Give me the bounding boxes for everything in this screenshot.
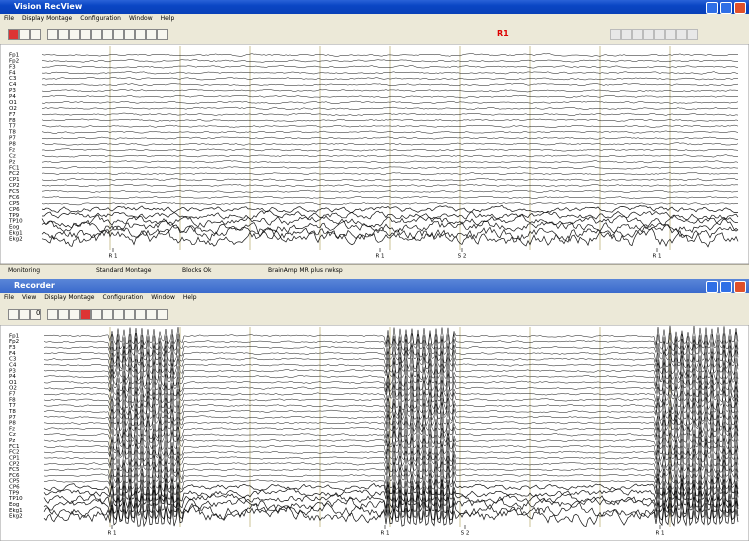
menu-item[interactable]: Window bbox=[151, 294, 175, 301]
toolbar-button[interactable] bbox=[102, 29, 113, 40]
toolbar-button[interactable] bbox=[80, 309, 91, 320]
toolbar: 0 bbox=[0, 303, 749, 326]
channel-label: Ekg2 bbox=[9, 514, 23, 520]
menu-item[interactable]: View bbox=[22, 294, 36, 301]
toolbar-button[interactable] bbox=[135, 29, 146, 40]
menu-item[interactable]: Help bbox=[161, 15, 175, 22]
menu-bar: File Display Montage Configuration Window He… bbox=[0, 14, 749, 24]
window-buttons bbox=[706, 281, 746, 293]
toolbar-button[interactable] bbox=[47, 29, 58, 40]
toolbar-button[interactable] bbox=[687, 29, 698, 40]
toolbar-button[interactable] bbox=[30, 29, 41, 40]
toolbar-button[interactable] bbox=[91, 309, 102, 320]
window-title: Recorder bbox=[14, 281, 55, 290]
toolbar-button[interactable] bbox=[146, 309, 157, 320]
toolbar-button[interactable] bbox=[157, 29, 168, 40]
event-marker: R 1 bbox=[655, 531, 664, 537]
menu-item[interactable]: File bbox=[4, 294, 14, 301]
event-marker: R 1 bbox=[652, 254, 661, 260]
toolbar-button[interactable] bbox=[8, 29, 19, 40]
toolbar-button[interactable] bbox=[19, 29, 30, 40]
toolbar: R1 bbox=[0, 24, 749, 45]
toolbar-button[interactable] bbox=[124, 309, 135, 320]
menu-item[interactable]: File bbox=[4, 15, 14, 22]
menu-item[interactable]: Window bbox=[129, 15, 153, 22]
status-field: Standard Montage bbox=[96, 265, 151, 277]
menu-item[interactable]: Display Montage bbox=[22, 15, 72, 22]
status-field: Blocks Ok bbox=[182, 265, 211, 277]
event-marker: R 1 bbox=[375, 254, 384, 260]
toolbar-button[interactable] bbox=[80, 29, 91, 40]
event-marker: S 2 bbox=[458, 254, 467, 260]
window-max-button[interactable] bbox=[720, 281, 732, 293]
toolbar-button[interactable] bbox=[665, 29, 676, 40]
toolbar-button[interactable] bbox=[124, 29, 135, 40]
toolbar-button[interactable] bbox=[654, 29, 665, 40]
window-min-button[interactable] bbox=[706, 2, 718, 14]
screen: Vision RecViewFileDisplay MontageConfigu… bbox=[0, 0, 749, 541]
eeg-plot: Fp1Fp2F3F4C3C4P3P4O1O2F7F8T7T8P7P8FzCzPz… bbox=[0, 44, 749, 264]
window-buttons bbox=[706, 2, 746, 14]
event-marker: R 1 bbox=[107, 531, 116, 537]
toolbar-button[interactable] bbox=[676, 29, 687, 40]
eeg-plot: Fp1Fp2F3F4C3C4P3P4O1O2F7F8T7T8P7P8FzCzPz… bbox=[0, 325, 749, 541]
title-bar: Vision RecView bbox=[0, 0, 749, 14]
toolbar-button[interactable] bbox=[8, 309, 19, 320]
event-marker: S 2 bbox=[461, 531, 470, 537]
menu-item[interactable]: Display Montage bbox=[44, 294, 94, 301]
title-bar: Recorder bbox=[0, 279, 749, 293]
toolbar-button[interactable] bbox=[610, 29, 621, 40]
window-x-button[interactable] bbox=[734, 281, 746, 293]
toolbar-button[interactable] bbox=[91, 29, 102, 40]
recorder-window: RecorderFile View Display Montage Configura… bbox=[0, 279, 749, 541]
toolbar-button[interactable] bbox=[58, 29, 69, 40]
toolbar-button[interactable] bbox=[19, 309, 30, 320]
channel-label: Ekg2 bbox=[9, 237, 23, 243]
toolbar-button[interactable] bbox=[102, 309, 113, 320]
toolbar-button[interactable] bbox=[632, 29, 643, 40]
status-field: Monitoring bbox=[8, 265, 40, 277]
toolbar-button[interactable] bbox=[621, 29, 632, 40]
toolbar-button[interactable] bbox=[113, 309, 124, 320]
window-min-button[interactable] bbox=[706, 281, 718, 293]
menu-item[interactable]: Configuration bbox=[80, 15, 121, 22]
status-bar: Monitoring Standard Montage Blocks Ok Brain… bbox=[0, 264, 749, 279]
event-marker: R 1 bbox=[108, 254, 117, 260]
menu-item[interactable]: Configuration bbox=[103, 294, 144, 301]
toolbar-counter: 0 bbox=[36, 309, 40, 317]
toolbar-button[interactable] bbox=[58, 309, 69, 320]
marker-label: R1 bbox=[497, 29, 509, 38]
recview-window: Vision RecViewFile Display Montage Configu… bbox=[0, 0, 749, 278]
window-x-button[interactable] bbox=[734, 2, 746, 14]
window-title: Vision RecView bbox=[14, 2, 82, 11]
toolbar-button[interactable] bbox=[47, 309, 58, 320]
toolbar-button[interactable] bbox=[643, 29, 654, 40]
toolbar-button[interactable] bbox=[69, 309, 80, 320]
toolbar-button[interactable] bbox=[146, 29, 157, 40]
toolbar-button[interactable] bbox=[157, 309, 168, 320]
menu-bar: File View Display Montage Configuration Wind… bbox=[0, 293, 749, 303]
status-field: BrainAmp MR plus rwksp bbox=[268, 265, 343, 277]
toolbar-button[interactable] bbox=[113, 29, 124, 40]
toolbar-button[interactable] bbox=[135, 309, 146, 320]
event-marker: R 1 bbox=[380, 531, 389, 537]
window-max-button[interactable] bbox=[720, 2, 732, 14]
toolbar-button[interactable] bbox=[69, 29, 80, 40]
menu-item[interactable]: Help bbox=[183, 294, 197, 301]
